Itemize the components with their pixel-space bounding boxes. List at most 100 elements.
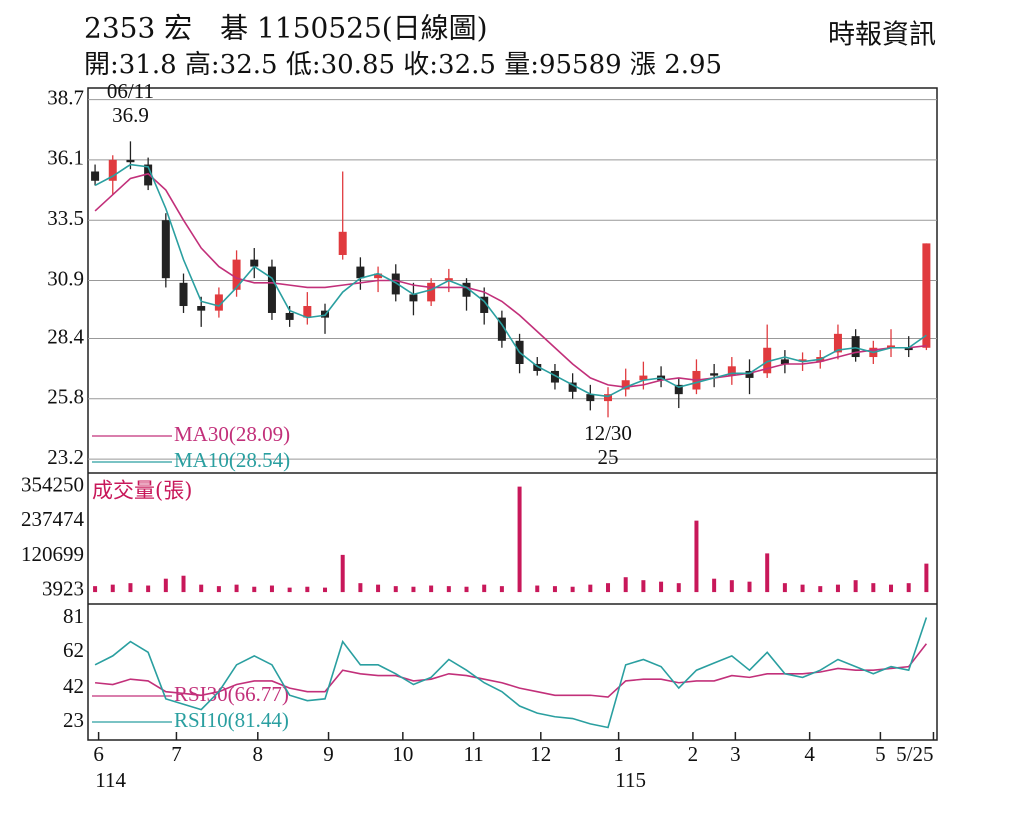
- candle-body: [391, 273, 400, 295]
- volume-bar: [818, 586, 823, 593]
- annotation-value: 36.9: [112, 103, 149, 127]
- volume-bar: [234, 584, 239, 593]
- x-tick-label: 5/25: [896, 742, 933, 766]
- volume-bar: [216, 586, 221, 593]
- y-tick-label: 30.9: [47, 266, 84, 290]
- candle-body: [568, 382, 577, 392]
- volume-bar: [924, 563, 929, 593]
- candle-body: [374, 273, 383, 279]
- candle-body: [303, 306, 312, 318]
- source: 時報資訊: [828, 20, 936, 51]
- y-tick-label: 81: [63, 604, 84, 628]
- volume-bar: [782, 583, 787, 593]
- volume-bar: [517, 486, 522, 593]
- candle-body: [833, 333, 842, 353]
- legend-label: MA10(28.54): [174, 448, 290, 472]
- y-tick-label: 36.1: [47, 146, 84, 170]
- volume-bar: [765, 553, 770, 593]
- candle-body: [745, 370, 754, 378]
- volume-bar: [464, 586, 469, 593]
- volume-bar: [552, 586, 557, 593]
- candle-body: [409, 294, 418, 302]
- x-tick-label: 11: [463, 742, 483, 766]
- volume-bar: [712, 578, 717, 593]
- annotation-date: 12/30: [584, 421, 632, 445]
- y-tick-label: 354250: [21, 472, 84, 496]
- candle-body: [550, 370, 559, 383]
- y-tick-label: 25.8: [47, 385, 84, 409]
- candle-body: [639, 375, 648, 381]
- x-tick-label: 8: [253, 742, 264, 766]
- candle-body: [887, 345, 896, 348]
- quote: 開:31.8 高:32.5 低:30.85 收:32.5 量:95589 漲 2…: [84, 50, 722, 80]
- candle-body: [462, 282, 471, 297]
- x-tick-label: 9: [323, 742, 334, 766]
- candle-body: [710, 373, 719, 376]
- volume-bar: [181, 575, 186, 593]
- x-tick-label: 2: [688, 742, 699, 766]
- volume-bar: [252, 586, 257, 593]
- legend-label: MA30(28.09): [174, 422, 290, 446]
- candle-body: [533, 363, 542, 371]
- volume-bar: [906, 583, 911, 593]
- volume-bar: [269, 585, 274, 593]
- candle-body: [480, 296, 489, 313]
- candle-body: [356, 266, 365, 279]
- volume-bar: [358, 583, 363, 593]
- candle-body: [904, 347, 913, 351]
- volume-bar: [535, 585, 540, 593]
- volume-bar: [835, 584, 840, 593]
- y-tick-label: 23: [63, 708, 84, 732]
- x-tick-label: 6: [93, 742, 104, 766]
- candle-body: [267, 266, 276, 313]
- series-line: [94, 617, 928, 729]
- x-tick-label: 1: [613, 742, 624, 766]
- volume-bar: [93, 586, 98, 593]
- volume-bar: [853, 580, 858, 593]
- candle-body: [444, 278, 453, 281]
- candle-body: [621, 380, 630, 390]
- volume-bar: [128, 583, 133, 593]
- legend-label: RSI10(81.44): [174, 708, 289, 732]
- series-line: [94, 163, 927, 398]
- volume-bar: [676, 583, 681, 593]
- volume-bar: [659, 581, 664, 593]
- annotation-date: 06/11: [107, 79, 154, 103]
- y-tick-label: 120699: [21, 542, 84, 566]
- volume-bar: [871, 583, 876, 593]
- series-line: [94, 172, 927, 388]
- candle-body: [161, 220, 170, 279]
- volume-bar: [305, 586, 310, 593]
- volume-bar: [747, 581, 752, 593]
- x-tick-label: 4: [804, 742, 815, 766]
- y-tick-label: 3923: [42, 577, 84, 601]
- x-tick-label: 5: [875, 742, 886, 766]
- candle-body: [497, 317, 506, 341]
- y-tick-label: 237474: [21, 507, 85, 531]
- volume-bar: [429, 585, 434, 593]
- candle-body: [780, 359, 789, 364]
- volume-bar: [446, 586, 451, 593]
- volume-bar: [376, 584, 381, 593]
- candle-body: [144, 164, 153, 186]
- volume-bar: [889, 584, 894, 593]
- candle-body: [763, 347, 772, 374]
- volume-bar: [606, 583, 611, 593]
- candle-body: [922, 243, 931, 348]
- candle-body: [91, 171, 100, 181]
- candle-body: [250, 259, 259, 267]
- candle-body: [232, 259, 241, 290]
- x-tick-label: 12: [530, 742, 551, 766]
- candle-body: [126, 159, 135, 163]
- volume-bar: [641, 580, 646, 593]
- annotation-value: 25: [598, 445, 619, 469]
- legend-label: RSI30(66.77): [174, 682, 289, 706]
- candle-body: [604, 394, 613, 402]
- candle-body: [674, 384, 683, 395]
- y-tick-label: 62: [63, 638, 84, 662]
- panel-title: 成交量(張): [92, 479, 192, 503]
- x-tick-label: 7: [171, 742, 182, 766]
- frame: [87, 87, 938, 741]
- volume-bar: [411, 586, 416, 593]
